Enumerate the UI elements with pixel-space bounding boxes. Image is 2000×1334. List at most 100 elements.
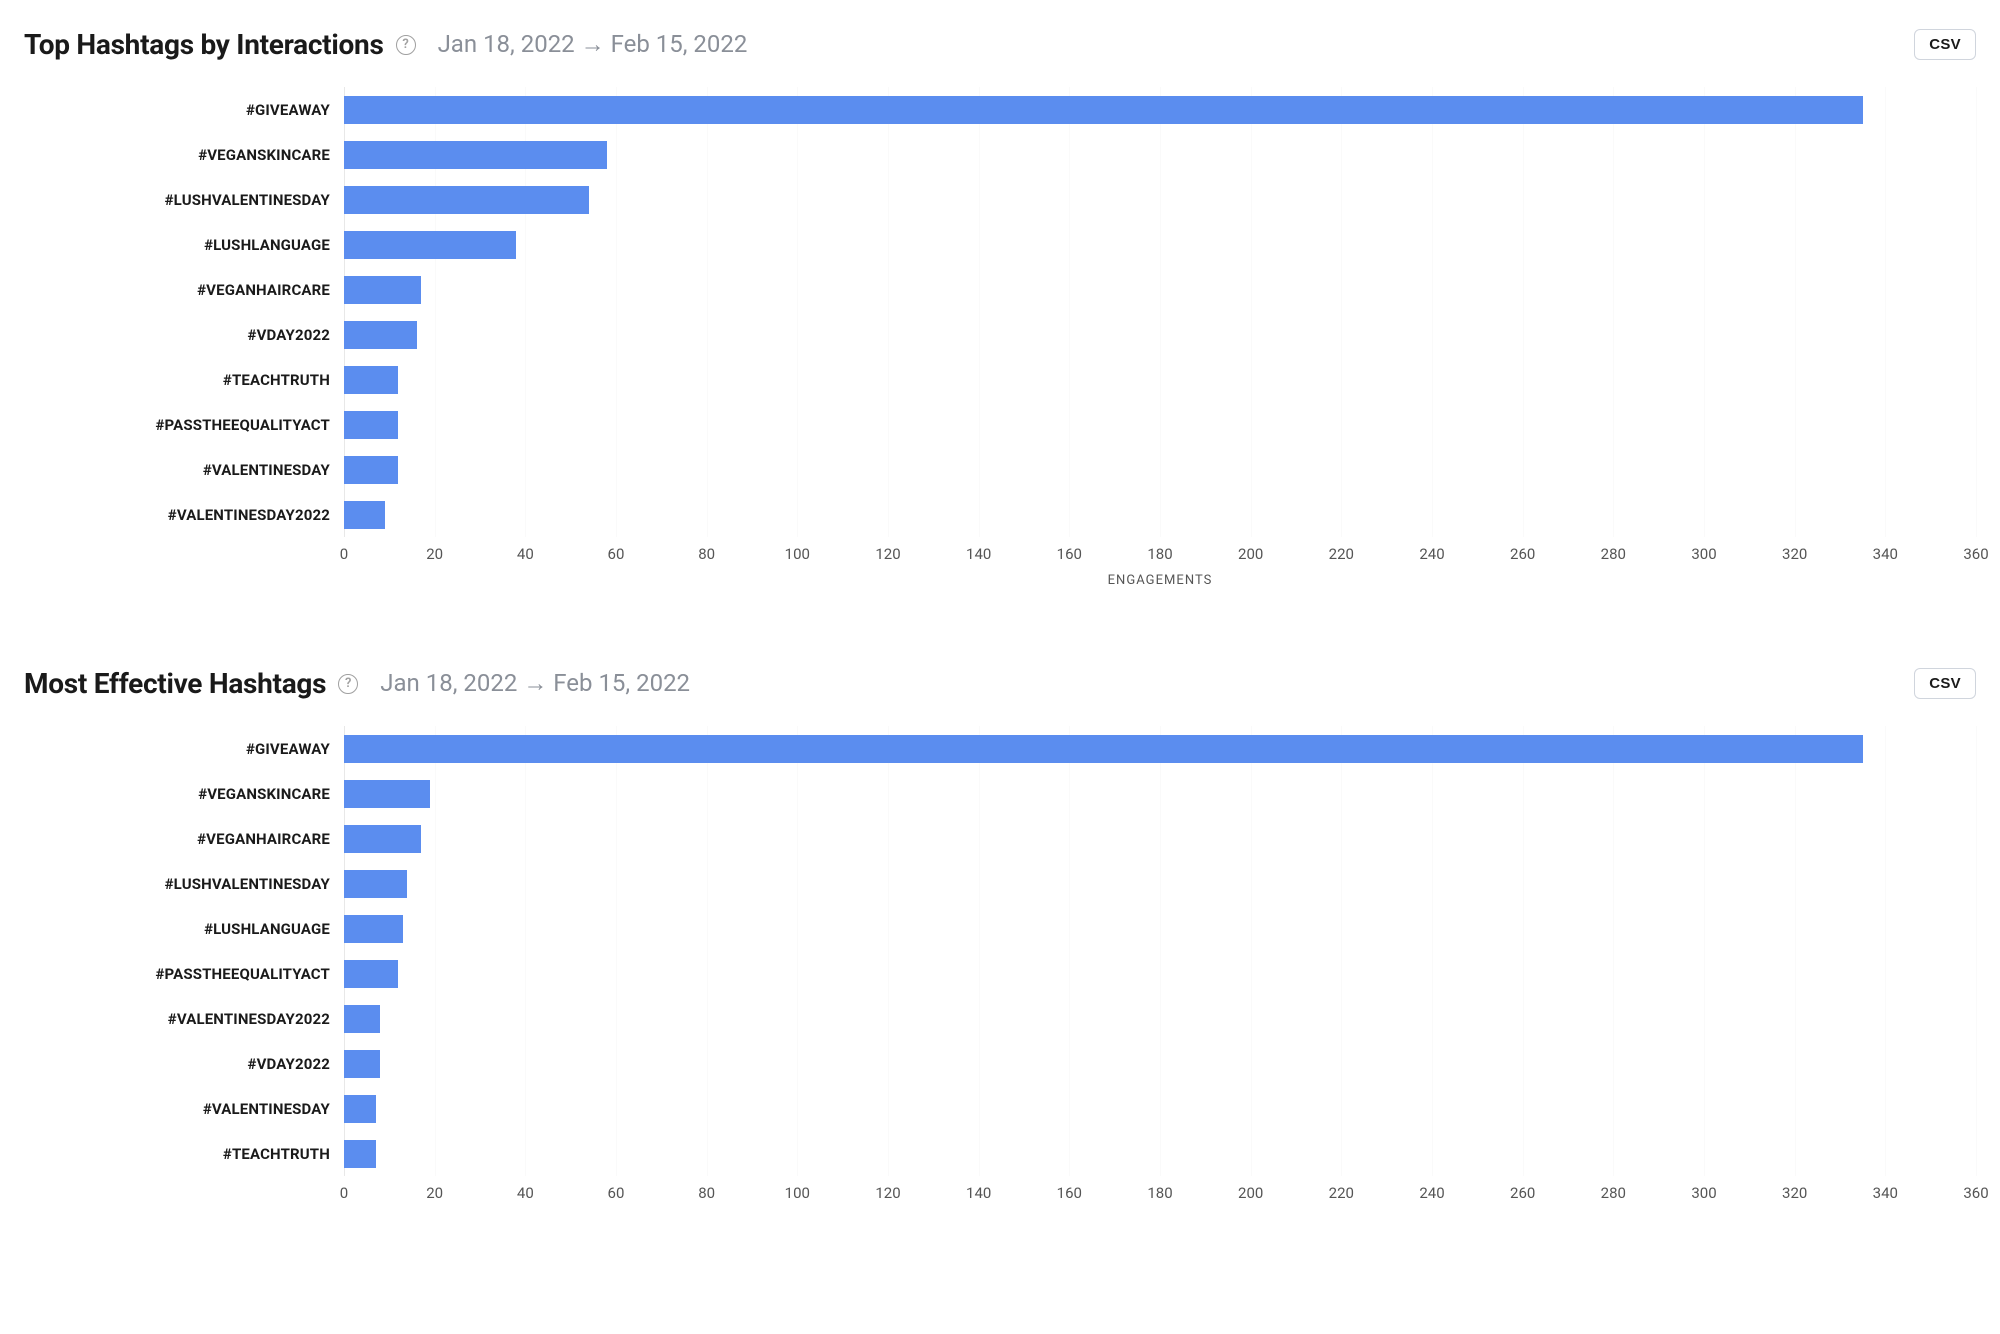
bar-row [344, 951, 1976, 996]
hashtag-label: #LUSHVALENTINESDAY [165, 191, 330, 209]
x-tick-label: 40 [517, 1184, 534, 1202]
bar[interactable] [344, 735, 1863, 763]
x-tick-label: 260 [1510, 1184, 1535, 1202]
bar[interactable] [344, 780, 430, 808]
x-tick-label: 100 [785, 545, 810, 563]
x-tick-label: 140 [966, 545, 991, 563]
y-label-row: #VALENTINESDAY2022 [24, 492, 344, 537]
y-label-row: #LUSHLANGUAGE [24, 906, 344, 951]
bar[interactable] [344, 276, 421, 304]
hashtag-label: #LUSHVALENTINESDAY [165, 875, 330, 893]
bar[interactable] [344, 915, 403, 943]
panel-title: Top Hashtags by Interactions [24, 28, 384, 61]
bar[interactable] [344, 366, 398, 394]
bar[interactable] [344, 1095, 376, 1123]
x-tick-label: 80 [698, 1184, 715, 1202]
arrow-icon: → [523, 669, 547, 697]
x-tick-label: 260 [1510, 545, 1535, 563]
gridline [1976, 87, 1977, 537]
bar[interactable] [344, 960, 398, 988]
y-label-row: #VEGANHAIRCARE [24, 267, 344, 312]
gridline [1976, 726, 1977, 1176]
bar-row [344, 312, 1976, 357]
x-tick-label: 60 [608, 1184, 625, 1202]
hashtag-label: #VEGANHAIRCARE [197, 281, 330, 299]
x-tick-label: 0 [340, 1184, 348, 1202]
y-label-row: #GIVEAWAY [24, 87, 344, 132]
x-tick-label: 140 [966, 1184, 991, 1202]
bar-row [344, 861, 1976, 906]
panel-header: Top Hashtags by Interactions? Jan 18, 202… [24, 28, 1976, 61]
bar-row [344, 492, 1976, 537]
y-label-row: #TEACHTRUTH [24, 357, 344, 402]
y-label-row: #LUSHVALENTINESDAY [24, 177, 344, 222]
date-range: Jan 18, 2022 → Feb 15, 2022 [438, 30, 748, 59]
x-tick-label: 340 [1873, 1184, 1898, 1202]
bar[interactable] [344, 186, 589, 214]
x-tick-label: 340 [1873, 545, 1898, 563]
bar[interactable] [344, 825, 421, 853]
panel-header: Most Effective Hashtags?Jan 18, 2022 → F… [24, 667, 1976, 700]
x-tick-label: 320 [1782, 1184, 1807, 1202]
y-label-row: #VEGANSKINCARE [24, 771, 344, 816]
bar[interactable] [344, 141, 607, 169]
hashtag-label: #VDAY2022 [248, 326, 330, 344]
chart-panel: Most Effective Hashtags?Jan 18, 2022 → F… [24, 667, 1976, 1236]
date-range: Jan 18, 2022 → Feb 15, 2022 [380, 669, 690, 698]
chart-panel: Top Hashtags by Interactions? Jan 18, 202… [24, 28, 1976, 597]
hashtag-label: #VALENTINESDAY [203, 1100, 330, 1118]
y-label-row: #PASSTHEEQUALITYACT [24, 402, 344, 447]
bar-row [344, 996, 1976, 1041]
y-label-row: #LUSHVALENTINESDAY [24, 861, 344, 906]
help-icon[interactable]: ? [396, 35, 416, 55]
bar[interactable] [344, 1050, 380, 1078]
hashtag-label: #VEGANHAIRCARE [197, 830, 330, 848]
bar[interactable] [344, 96, 1863, 124]
bar-row [344, 816, 1976, 861]
help-icon[interactable]: ? [338, 674, 358, 694]
bar[interactable] [344, 456, 398, 484]
bar-row [344, 447, 1976, 492]
hashtag-label: #TEACHTRUTH [223, 1145, 330, 1163]
y-label-row: #VALENTINESDAY [24, 447, 344, 492]
arrow-icon: → [581, 30, 605, 58]
hashtag-label: #PASSTHEEQUALITYACT [155, 965, 330, 983]
bar[interactable] [344, 870, 407, 898]
bar[interactable] [344, 411, 398, 439]
x-tick-label: 160 [1057, 545, 1082, 563]
date-to: Feb 15, 2022 [611, 30, 748, 58]
x-axis: 0204060801001201401601802002202402602803… [344, 537, 1976, 597]
y-label-row: #VEGANSKINCARE [24, 132, 344, 177]
x-tick-label: 40 [517, 545, 534, 563]
x-tick-label: 120 [875, 1184, 900, 1202]
x-tick-label: 200 [1238, 1184, 1263, 1202]
bar-row [344, 357, 1976, 402]
hashtag-label: #VEGANSKINCARE [198, 785, 330, 803]
x-tick-label: 20 [426, 545, 443, 563]
bar[interactable] [344, 231, 516, 259]
bar[interactable] [344, 501, 385, 529]
hashtag-label: #VALENTINESDAY [203, 461, 330, 479]
hashtag-label: #LUSHLANGUAGE [204, 236, 330, 254]
x-tick-label: 0 [340, 545, 348, 563]
plot-area [344, 726, 1976, 1176]
export-csv-button[interactable]: CSV [1914, 29, 1976, 60]
export-csv-button[interactable]: CSV [1914, 668, 1976, 699]
hashtag-label: #TEACHTRUTH [223, 371, 330, 389]
x-tick-label: 160 [1057, 1184, 1082, 1202]
bar[interactable] [344, 1140, 376, 1168]
y-label-row: #VDAY2022 [24, 312, 344, 357]
x-axis-title: ENGAGEMENTS [1108, 573, 1213, 588]
chart-body: #GIVEAWAY#VEGANSKINCARE#VEGANHAIRCARE#LU… [24, 726, 1976, 1176]
bar[interactable] [344, 1005, 380, 1033]
bars-container [344, 726, 1976, 1176]
bar-row [344, 1131, 1976, 1176]
plot-area [344, 87, 1976, 537]
bar[interactable] [344, 321, 417, 349]
y-label-row: #VALENTINESDAY2022 [24, 996, 344, 1041]
x-tick-label: 220 [1329, 545, 1354, 563]
hashtag-label: #LUSHLANGUAGE [204, 920, 330, 938]
y-label-row: #VALENTINESDAY [24, 1086, 344, 1131]
date-to: Feb 15, 2022 [553, 669, 690, 697]
x-tick-label: 20 [426, 1184, 443, 1202]
